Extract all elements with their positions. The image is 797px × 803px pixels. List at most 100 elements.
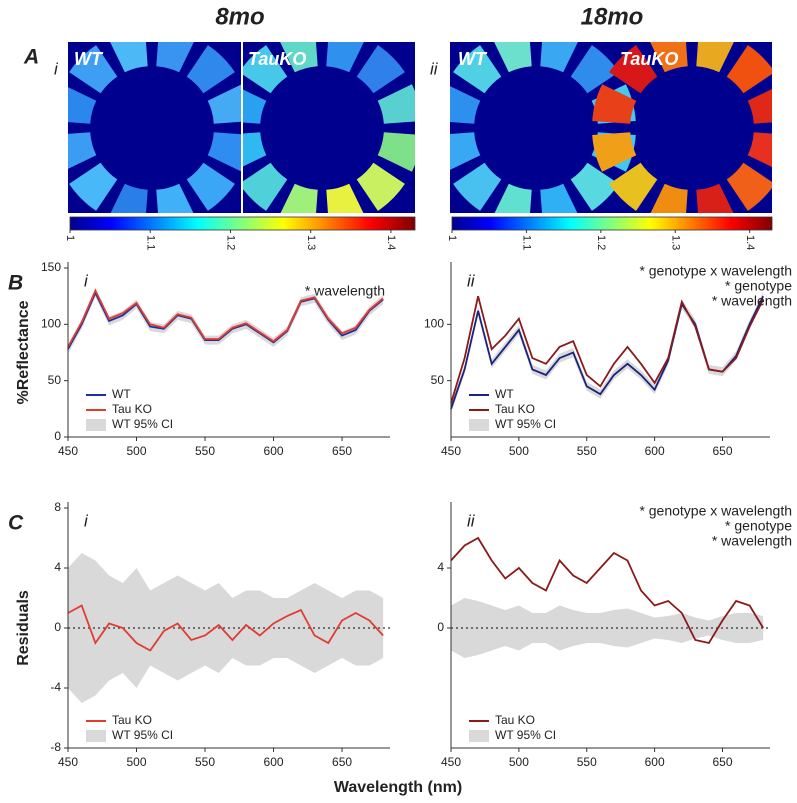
legend-label: WT 95% CI xyxy=(112,417,173,431)
ci-band xyxy=(68,288,384,354)
legend-label: Tau KO xyxy=(112,713,152,727)
heatmap-wedge xyxy=(453,45,502,94)
heatmap-wedge xyxy=(243,89,267,124)
x-tick-label: 450 xyxy=(58,755,78,769)
y-tick-label: -4 xyxy=(50,680,61,694)
image-label: WT xyxy=(458,49,488,69)
heatmap-wedge xyxy=(453,162,502,211)
colorbar-tick-label: 1.2 xyxy=(225,235,237,250)
data-line xyxy=(450,295,765,404)
heatmap-wedge xyxy=(356,162,405,211)
heatmap-wedge xyxy=(696,183,734,213)
heatmap-wedge xyxy=(592,84,637,124)
colorbar-tick-label: 1.2 xyxy=(595,235,607,250)
heatmap-wedge xyxy=(186,45,235,94)
heatmap-wedge xyxy=(326,183,364,213)
image-label: TauKO xyxy=(620,49,678,69)
colorbar-tick-label: 1.1 xyxy=(521,235,533,250)
heatmap-wedges xyxy=(68,42,772,213)
heatmap-wedge xyxy=(207,132,241,172)
heatmap-wedge xyxy=(696,42,734,73)
annotation: * genotype x wavelength xyxy=(639,503,792,519)
y-axis-label: Residuals xyxy=(15,590,32,666)
heatmap-wedge xyxy=(570,45,619,94)
heatmap-wedge xyxy=(207,84,241,124)
heatmap-wedge xyxy=(377,84,415,124)
heatmap-wedge xyxy=(540,42,578,73)
heatmap-wedge xyxy=(650,42,688,73)
x-tick-label: 450 xyxy=(441,444,461,458)
x-tick-label: 500 xyxy=(509,444,529,458)
x-tick-label: 450 xyxy=(441,755,461,769)
legend-label: Tau KO xyxy=(495,713,535,727)
data-line xyxy=(67,288,384,348)
subpanel-label: i xyxy=(54,59,59,78)
image-label: TauKO xyxy=(248,49,306,69)
subpanel-label: ii xyxy=(467,511,476,530)
colorbar-tick-label: 1 xyxy=(64,235,76,241)
heatmap-wedge xyxy=(243,45,288,94)
heatmap-wedge xyxy=(280,42,318,73)
colorbar-tick-label: 1.4 xyxy=(744,235,756,250)
x-tick-label: 600 xyxy=(645,444,665,458)
ci-band xyxy=(451,291,764,414)
heatmap-wedge xyxy=(726,162,772,211)
y-tick-label: 4 xyxy=(437,560,444,574)
colorbar xyxy=(69,216,416,231)
ci-band xyxy=(68,553,384,703)
y-tick-label: 8 xyxy=(54,500,61,514)
subpanel-label: i xyxy=(84,511,89,530)
x-tick-label: 500 xyxy=(126,755,146,769)
heatmap-wedge xyxy=(156,183,194,213)
column-title: 18mo xyxy=(581,3,644,30)
heatmap-wedge xyxy=(69,45,118,94)
colorbar xyxy=(451,216,773,231)
heatmap-ring xyxy=(243,42,415,213)
legend-label: WT xyxy=(495,387,514,401)
heatmap-wedge xyxy=(540,183,578,213)
x-tick-label: 650 xyxy=(332,444,352,458)
annotation: * genotype xyxy=(725,278,792,294)
y-tick-label: 0 xyxy=(54,620,61,634)
heatmap-wedge xyxy=(450,132,481,170)
heatmap-wedge xyxy=(609,45,658,94)
heatmap-wedge xyxy=(377,132,415,172)
y-tick-label: 50 xyxy=(431,373,445,387)
y-tick-label: 100 xyxy=(41,317,61,331)
y-tick-label: 0 xyxy=(54,429,61,443)
y-tick-label: 50 xyxy=(48,373,62,387)
annotation: * genotype xyxy=(725,518,792,534)
x-tick-label: 650 xyxy=(712,755,732,769)
panel-letter: B xyxy=(8,272,23,295)
heatmap-wedge xyxy=(747,132,772,167)
heatmap-wedge xyxy=(356,45,405,94)
x-tick-label: 600 xyxy=(645,755,665,769)
x-tick-label: 450 xyxy=(58,444,78,458)
subpanel-label: i xyxy=(84,271,89,290)
panel-letter: A xyxy=(23,46,39,69)
legend-label: WT 95% CI xyxy=(495,417,556,431)
x-tick-label: 650 xyxy=(712,444,732,458)
annotation: * genotype x wavelength xyxy=(639,263,792,279)
colorbar-tick-label: 1.4 xyxy=(385,235,397,250)
heatmap-wedge xyxy=(592,132,637,172)
heatmap-wedge xyxy=(494,42,532,73)
heatmap-wedge xyxy=(110,42,148,73)
column-title: 8mo xyxy=(215,3,264,30)
heatmap-wedge xyxy=(326,42,364,73)
heatmap-wedge xyxy=(68,87,97,124)
heatmap-wedge xyxy=(726,45,772,94)
colorbar-tick-label: 1 xyxy=(446,235,458,241)
legend-swatch xyxy=(86,730,106,742)
x-tick-label: 500 xyxy=(126,444,146,458)
annotation: * wavelength xyxy=(712,293,792,309)
y-tick-label: -8 xyxy=(50,740,61,754)
y-tick-label: 150 xyxy=(41,260,61,274)
heatmap-wedge xyxy=(243,162,288,211)
heatmap-ring xyxy=(592,42,772,213)
y-tick-label: 0 xyxy=(437,620,444,634)
y-axis-label: %Reflectance xyxy=(15,300,32,404)
x-tick-label: 650 xyxy=(332,755,352,769)
annotation: * wavelength xyxy=(305,283,385,299)
colorbar-tick-label: 1.3 xyxy=(669,235,681,250)
